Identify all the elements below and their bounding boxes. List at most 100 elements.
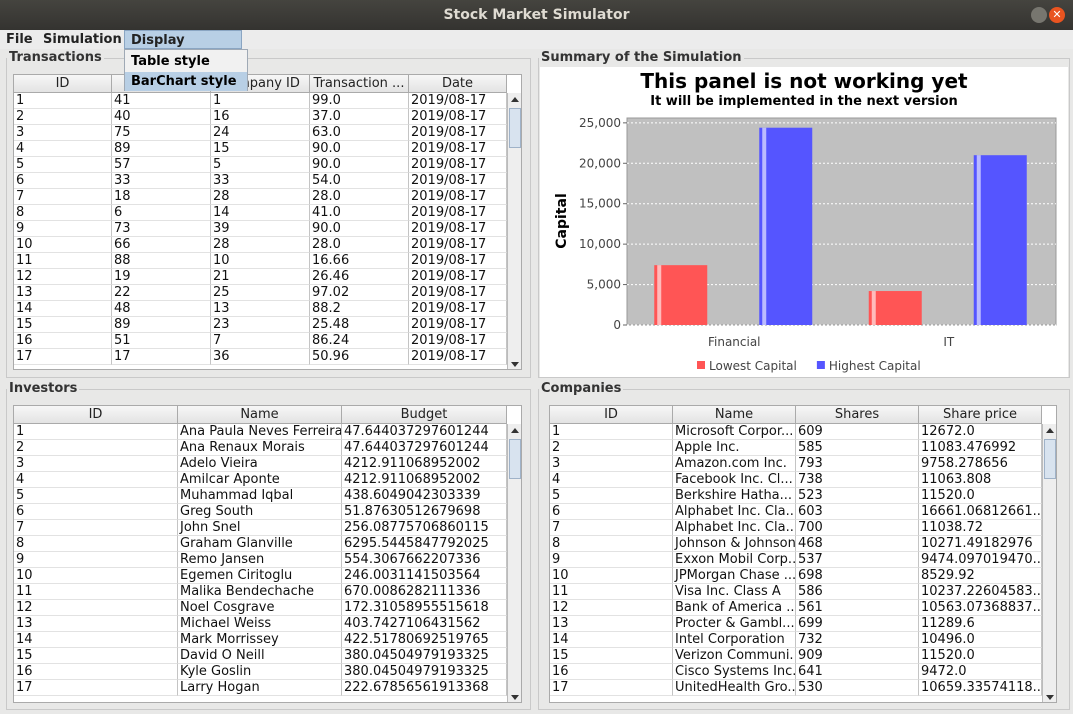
table-cell[interactable]: 2: [14, 109, 112, 125]
table-cell[interactable]: 88.2: [310, 301, 409, 317]
table-cell[interactable]: Kyle Goslin: [178, 664, 342, 680]
table-cell[interactable]: 28: [211, 189, 310, 205]
scroll-down[interactable]: [511, 695, 519, 700]
table-cell[interactable]: 16: [14, 333, 112, 349]
table-cell[interactable]: 15: [211, 141, 310, 157]
table-cell[interactable]: 12: [550, 600, 673, 616]
column-header[interactable]: Budget: [342, 406, 507, 424]
table-cell[interactable]: 5: [14, 157, 112, 173]
table-cell[interactable]: 530: [796, 680, 919, 696]
table-cell[interactable]: 11083.476992: [919, 440, 1042, 456]
menu-item[interactable]: Display results: [124, 30, 242, 67]
scroll-up[interactable]: [1046, 428, 1054, 433]
table-cell[interactable]: 17: [550, 680, 673, 696]
table-cell[interactable]: 89: [112, 317, 211, 333]
table-cell[interactable]: 25: [211, 285, 310, 301]
table-cell[interactable]: 16.66: [310, 253, 409, 269]
table-cell[interactable]: 2019/08-17: [409, 285, 507, 301]
scrollbar[interactable]: [507, 424, 521, 702]
table-cell[interactable]: 41.0: [310, 205, 409, 221]
table-cell[interactable]: 561: [796, 600, 919, 616]
close-button[interactable]: ✕: [1049, 7, 1065, 23]
table-cell[interactable]: 6: [550, 504, 673, 520]
table-cell[interactable]: 11: [550, 584, 673, 600]
table-cell[interactable]: 47.644037297601244: [342, 440, 507, 456]
table-cell[interactable]: 5: [211, 157, 310, 173]
table-cell[interactable]: Intel Corporation: [673, 632, 796, 648]
table-cell[interactable]: Amazon.com Inc.: [673, 456, 796, 472]
table-cell[interactable]: 7: [14, 520, 178, 536]
table-cell[interactable]: 2019/08-17: [409, 141, 507, 157]
scroll-down[interactable]: [511, 362, 519, 367]
table-cell[interactable]: 10: [211, 253, 310, 269]
scroll-up[interactable]: [511, 97, 519, 102]
table-cell[interactable]: Verizon Communi...: [673, 648, 796, 664]
table-cell[interactable]: 25.48: [310, 317, 409, 333]
table-cell[interactable]: Muhammad Iqbal: [178, 488, 342, 504]
table-cell[interactable]: 10271.49182976: [919, 536, 1042, 552]
table-cell[interactable]: 6: [112, 205, 211, 221]
table-cell[interactable]: 24: [211, 125, 310, 141]
table-cell[interactable]: Exxon Mobil Corp...: [673, 552, 796, 568]
column-header[interactable]: Date: [409, 75, 507, 93]
table-cell[interactable]: 7: [550, 520, 673, 536]
table-cell[interactable]: Mark Morrissey: [178, 632, 342, 648]
table-cell[interactable]: 537: [796, 552, 919, 568]
table-cell[interactable]: 8529.92: [919, 568, 1042, 584]
table-cell[interactable]: 12: [14, 269, 112, 285]
table-cell[interactable]: 609: [796, 424, 919, 440]
table-cell[interactable]: Procter & Gambl...: [673, 616, 796, 632]
table-cell[interactable]: Greg South: [178, 504, 342, 520]
table-cell[interactable]: 9474.097019470...: [919, 552, 1042, 568]
table-cell[interactable]: Malika Bendechache: [178, 584, 342, 600]
table-cell[interactable]: 11520.0: [919, 648, 1042, 664]
table-cell[interactable]: 10: [14, 568, 178, 584]
table-cell[interactable]: 9472.0: [919, 664, 1042, 680]
table-cell[interactable]: 2019/08-17: [409, 253, 507, 269]
table-cell[interactable]: 14: [14, 632, 178, 648]
column-header[interactable]: ID: [14, 75, 112, 93]
scroll-thumb[interactable]: [1044, 439, 1056, 479]
scroll-down[interactable]: [1046, 695, 1054, 700]
table-cell[interactable]: 89: [112, 141, 211, 157]
scrollbar[interactable]: [507, 93, 521, 369]
table-cell[interactable]: 18: [112, 189, 211, 205]
table-cell[interactable]: 16: [211, 109, 310, 125]
table-cell[interactable]: 90.0: [310, 141, 409, 157]
table-cell[interactable]: Noel Cosgrave: [178, 600, 342, 616]
table-cell[interactable]: Graham Glanville: [178, 536, 342, 552]
table-cell[interactable]: 16: [14, 664, 178, 680]
table-cell[interactable]: 37.0: [310, 109, 409, 125]
table-cell[interactable]: 13: [14, 616, 178, 632]
table-cell[interactable]: 5: [14, 488, 178, 504]
table-cell[interactable]: 10237.22604583...: [919, 584, 1042, 600]
table-cell[interactable]: 523: [796, 488, 919, 504]
table-cell[interactable]: 2019/08-17: [409, 189, 507, 205]
table-cell[interactable]: Visa Inc. Class A: [673, 584, 796, 600]
table-cell[interactable]: Apple Inc.: [673, 440, 796, 456]
table-cell[interactable]: 2019/08-17: [409, 221, 507, 237]
table-cell[interactable]: 2019/08-17: [409, 269, 507, 285]
table-cell[interactable]: 15: [14, 648, 178, 664]
table-cell[interactable]: 403.7427106431562: [342, 616, 507, 632]
dropdown-item[interactable]: Table style: [131, 54, 210, 69]
table-cell[interactable]: 438.6049042303339: [342, 488, 507, 504]
table-cell[interactable]: 33: [211, 173, 310, 189]
table-cell[interactable]: 97.02: [310, 285, 409, 301]
table-cell[interactable]: 6: [14, 504, 178, 520]
table-cell[interactable]: Facebook Inc. Cl...: [673, 472, 796, 488]
table-cell[interactable]: 2019/08-17: [409, 173, 507, 189]
table-cell[interactable]: 10563.07368837...: [919, 600, 1042, 616]
table-cell[interactable]: David O Neill: [178, 648, 342, 664]
table-cell[interactable]: 468: [796, 536, 919, 552]
table-cell[interactable]: 51.87630512679698: [342, 504, 507, 520]
table-cell[interactable]: 23: [211, 317, 310, 333]
table-cell[interactable]: 28: [211, 237, 310, 253]
table-cell[interactable]: 2019/08-17: [409, 205, 507, 221]
table-cell[interactable]: 1: [211, 93, 310, 109]
table-cell[interactable]: 4: [14, 472, 178, 488]
table-cell[interactable]: 2019/08-17: [409, 109, 507, 125]
table-cell[interactable]: 41: [112, 93, 211, 109]
table-cell[interactable]: 5: [550, 488, 673, 504]
table-cell[interactable]: 13: [550, 616, 673, 632]
